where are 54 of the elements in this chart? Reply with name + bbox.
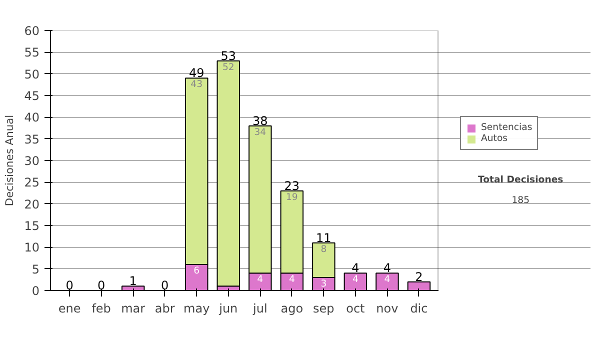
x-tick-label: ago — [280, 302, 304, 316]
y-tick-label: 40 — [24, 110, 40, 125]
bar — [216, 60, 240, 287]
y-axis-title: Decisiones Anual — [3, 114, 16, 206]
y-tick-label: 55 — [24, 46, 40, 60]
x-tick-label: sep — [313, 302, 334, 316]
total-label: 38 — [252, 114, 268, 128]
x-tick-label: dic — [410, 302, 428, 316]
total-label: 0 — [98, 278, 106, 292]
y-tick-label: 15 — [24, 219, 40, 233]
total-label: 1 — [129, 274, 137, 288]
data-label: 3 — [320, 278, 327, 290]
legend-label: Autos — [481, 133, 508, 144]
y-tick-label: 10 — [24, 240, 40, 255]
y-tick-label: 45 — [24, 89, 40, 103]
text: Total Decisiones — [478, 174, 564, 186]
y-tick-label: 35 — [24, 132, 40, 146]
y-tick-label: 5 — [32, 262, 40, 276]
y-tick-label: 0 — [32, 284, 40, 298]
y-tick-label: 20 — [24, 197, 40, 212]
x-tick-label: may — [184, 302, 210, 316]
total-label: 11 — [316, 230, 332, 245]
total-label: 0 — [161, 278, 169, 292]
x-tick-label: abr — [154, 302, 175, 316]
x-tick-label: feb — [92, 302, 111, 316]
data-label: 43 — [190, 79, 203, 90]
total-label: 2 — [415, 270, 423, 284]
x-tick-label: nov — [376, 302, 398, 316]
total-label: 4 — [352, 261, 360, 276]
data-label: 8 — [320, 244, 327, 255]
data-label: 19 — [286, 192, 298, 203]
data-label: 34 — [254, 126, 266, 138]
y-tick-label: 30 — [24, 154, 40, 168]
total-label: 23 — [284, 178, 300, 193]
text: 185 — [512, 195, 530, 206]
total-label: 53 — [220, 48, 236, 63]
data-label: 4 — [352, 274, 358, 286]
total-label: 0 — [66, 278, 74, 292]
total-label: 49 — [188, 66, 204, 80]
legend-label: Sentencias — [481, 122, 532, 133]
total-label: 4 — [383, 261, 392, 276]
x-tick-label: mar — [121, 302, 146, 316]
x-tick-label: ene — [58, 302, 81, 316]
x-tick-label: jul — [252, 302, 268, 316]
data-label: 6 — [194, 266, 200, 276]
y-tick-label: 25 — [24, 176, 40, 190]
y-tick-label: 50 — [24, 67, 40, 82]
data-label: 4 — [288, 274, 295, 286]
data-label: 52 — [222, 62, 234, 73]
y-tick-label: 60 — [24, 24, 40, 38]
x-tick-label: jun — [218, 302, 238, 316]
x-tick-label: oct — [346, 302, 366, 316]
data-label: 4 — [384, 274, 390, 286]
data-label: 4 — [257, 274, 264, 286]
